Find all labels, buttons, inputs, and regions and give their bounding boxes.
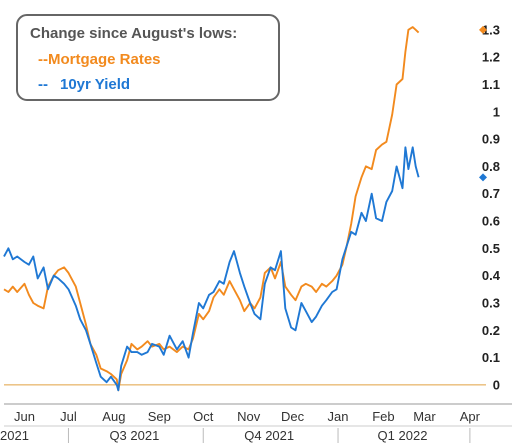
y-tick-label: 0 — [493, 377, 500, 392]
x-tick-label-month: Jul — [60, 409, 77, 424]
mortgage-rates-end-marker — [479, 25, 487, 34]
x-tick-label-quarter: Q1 2022 — [378, 428, 428, 443]
chart-title: Change since August's lows: — [30, 25, 237, 42]
y-tick-label: 1 — [493, 104, 500, 119]
x-tick-label-month: Aug — [102, 409, 125, 424]
y-tick-label: 0.4 — [482, 268, 501, 283]
x-tick-label-month: Jun — [14, 409, 35, 424]
x-tick-label-month: Mar — [413, 409, 436, 424]
y-tick-label: 0.1 — [482, 350, 500, 365]
ten-year-yield-end-marker — [479, 173, 487, 182]
y-tick-label: 0.5 — [482, 241, 500, 256]
y-tick-label: 0.2 — [482, 323, 500, 338]
legend-item-mortgage-rates: --Mortgage Rates — [38, 51, 161, 68]
end-markers — [479, 25, 487, 182]
legend-item-10yr-yield: 10yr Yield — [60, 76, 130, 93]
series-lines — [3, 26, 420, 392]
x-tick-label-quarter: Q2 2021 — [0, 428, 29, 443]
y-axis: 0 0.1 0.2 0.3 0.4 0.5 0.6 0.7 0.8 0.9 1 1.1 1.2 1.3 — [482, 22, 501, 392]
legend-box — [16, 14, 280, 101]
x-tick-label-month: Dec — [281, 409, 305, 424]
x-axis: Jun Jul Aug Sep Oct Nov Dec Jan Feb Mar Apr Q2 202… — [0, 403, 512, 443]
ten-year-yield-line — [3, 146, 420, 392]
x-tick-label-month: Nov — [237, 409, 261, 424]
y-tick-label: 0.7 — [482, 186, 500, 201]
x-tick-label-month: Sep — [148, 409, 171, 424]
y-tick-label: 1.2 — [482, 50, 500, 65]
x-tick-label-month: Oct — [193, 409, 214, 424]
y-tick-label: 1.1 — [482, 77, 500, 92]
x-tick-label-month: Apr — [460, 409, 481, 424]
y-tick-label: 0.9 — [482, 132, 500, 147]
y-tick-label: 0.3 — [482, 295, 500, 310]
x-tick-label-quarter: Q4 2021 — [244, 428, 294, 443]
x-tick-label-month: Feb — [372, 409, 394, 424]
y-tick-label: 0.8 — [482, 159, 500, 174]
x-tick-label-quarter: Q3 2021 — [109, 428, 159, 443]
y-tick-label: 0.6 — [482, 214, 500, 229]
legend: Change since August's lows: --Mortgage R… — [16, 14, 280, 101]
mortgage-rates-line — [3, 26, 420, 392]
x-tick-label-month: Jan — [328, 409, 349, 424]
y-tick-label: 1.3 — [482, 22, 500, 37]
legend-dash-marker: -- — [38, 76, 48, 93]
